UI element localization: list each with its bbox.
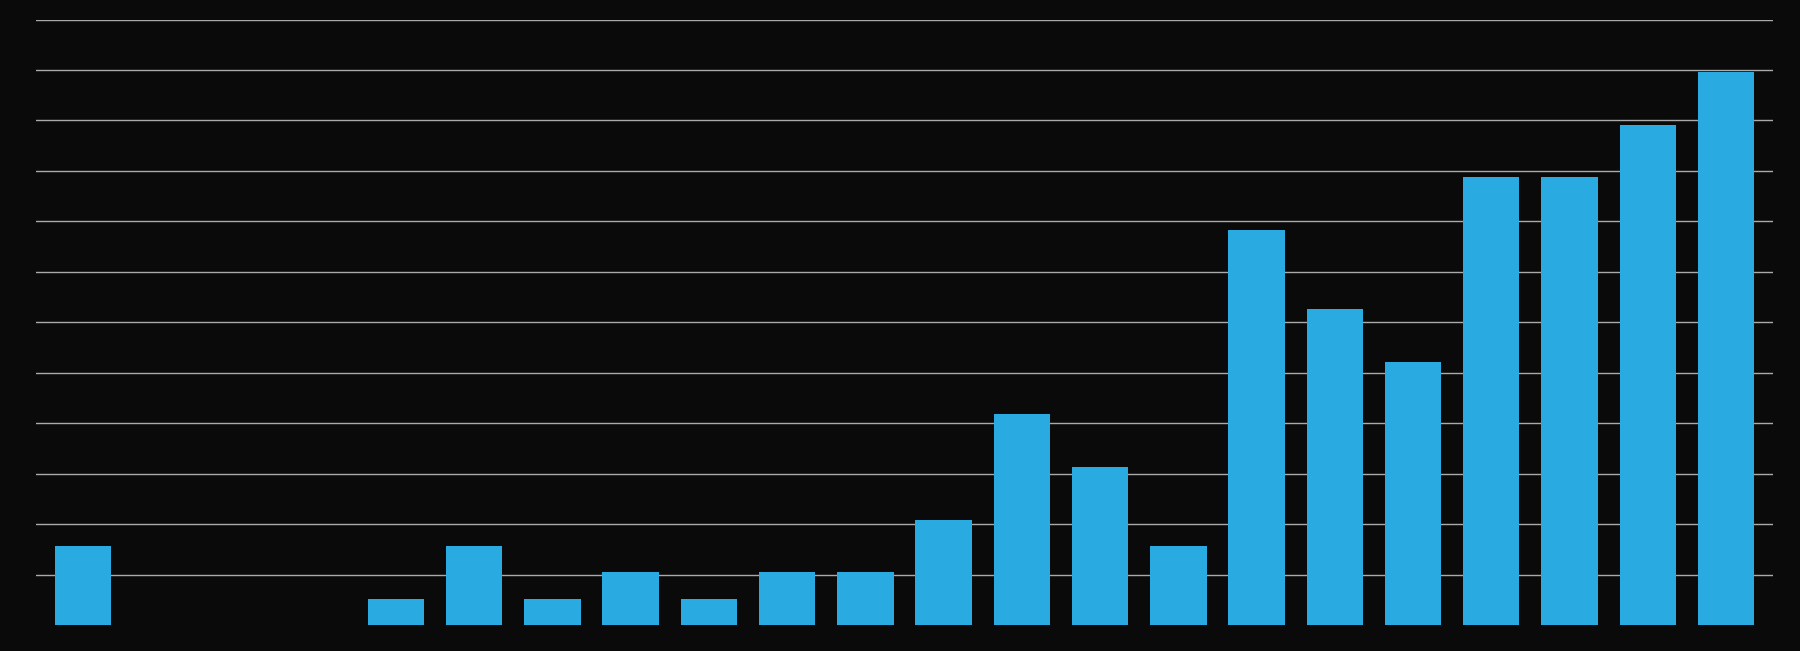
Bar bbox=[1620, 125, 1676, 625]
Bar bbox=[1541, 178, 1598, 625]
Bar bbox=[367, 599, 425, 625]
Bar bbox=[1463, 178, 1519, 625]
Bar bbox=[1307, 309, 1363, 625]
Bar bbox=[916, 519, 972, 625]
Bar bbox=[994, 415, 1049, 625]
Bar bbox=[837, 572, 893, 625]
Bar bbox=[446, 546, 502, 625]
Bar bbox=[760, 572, 815, 625]
Bar bbox=[1384, 362, 1442, 625]
Bar bbox=[603, 572, 659, 625]
Bar bbox=[54, 546, 112, 625]
Bar bbox=[1228, 230, 1285, 625]
Bar bbox=[1697, 72, 1755, 625]
Bar bbox=[524, 599, 581, 625]
Bar bbox=[1073, 467, 1129, 625]
Bar bbox=[1150, 546, 1206, 625]
Bar bbox=[680, 599, 736, 625]
